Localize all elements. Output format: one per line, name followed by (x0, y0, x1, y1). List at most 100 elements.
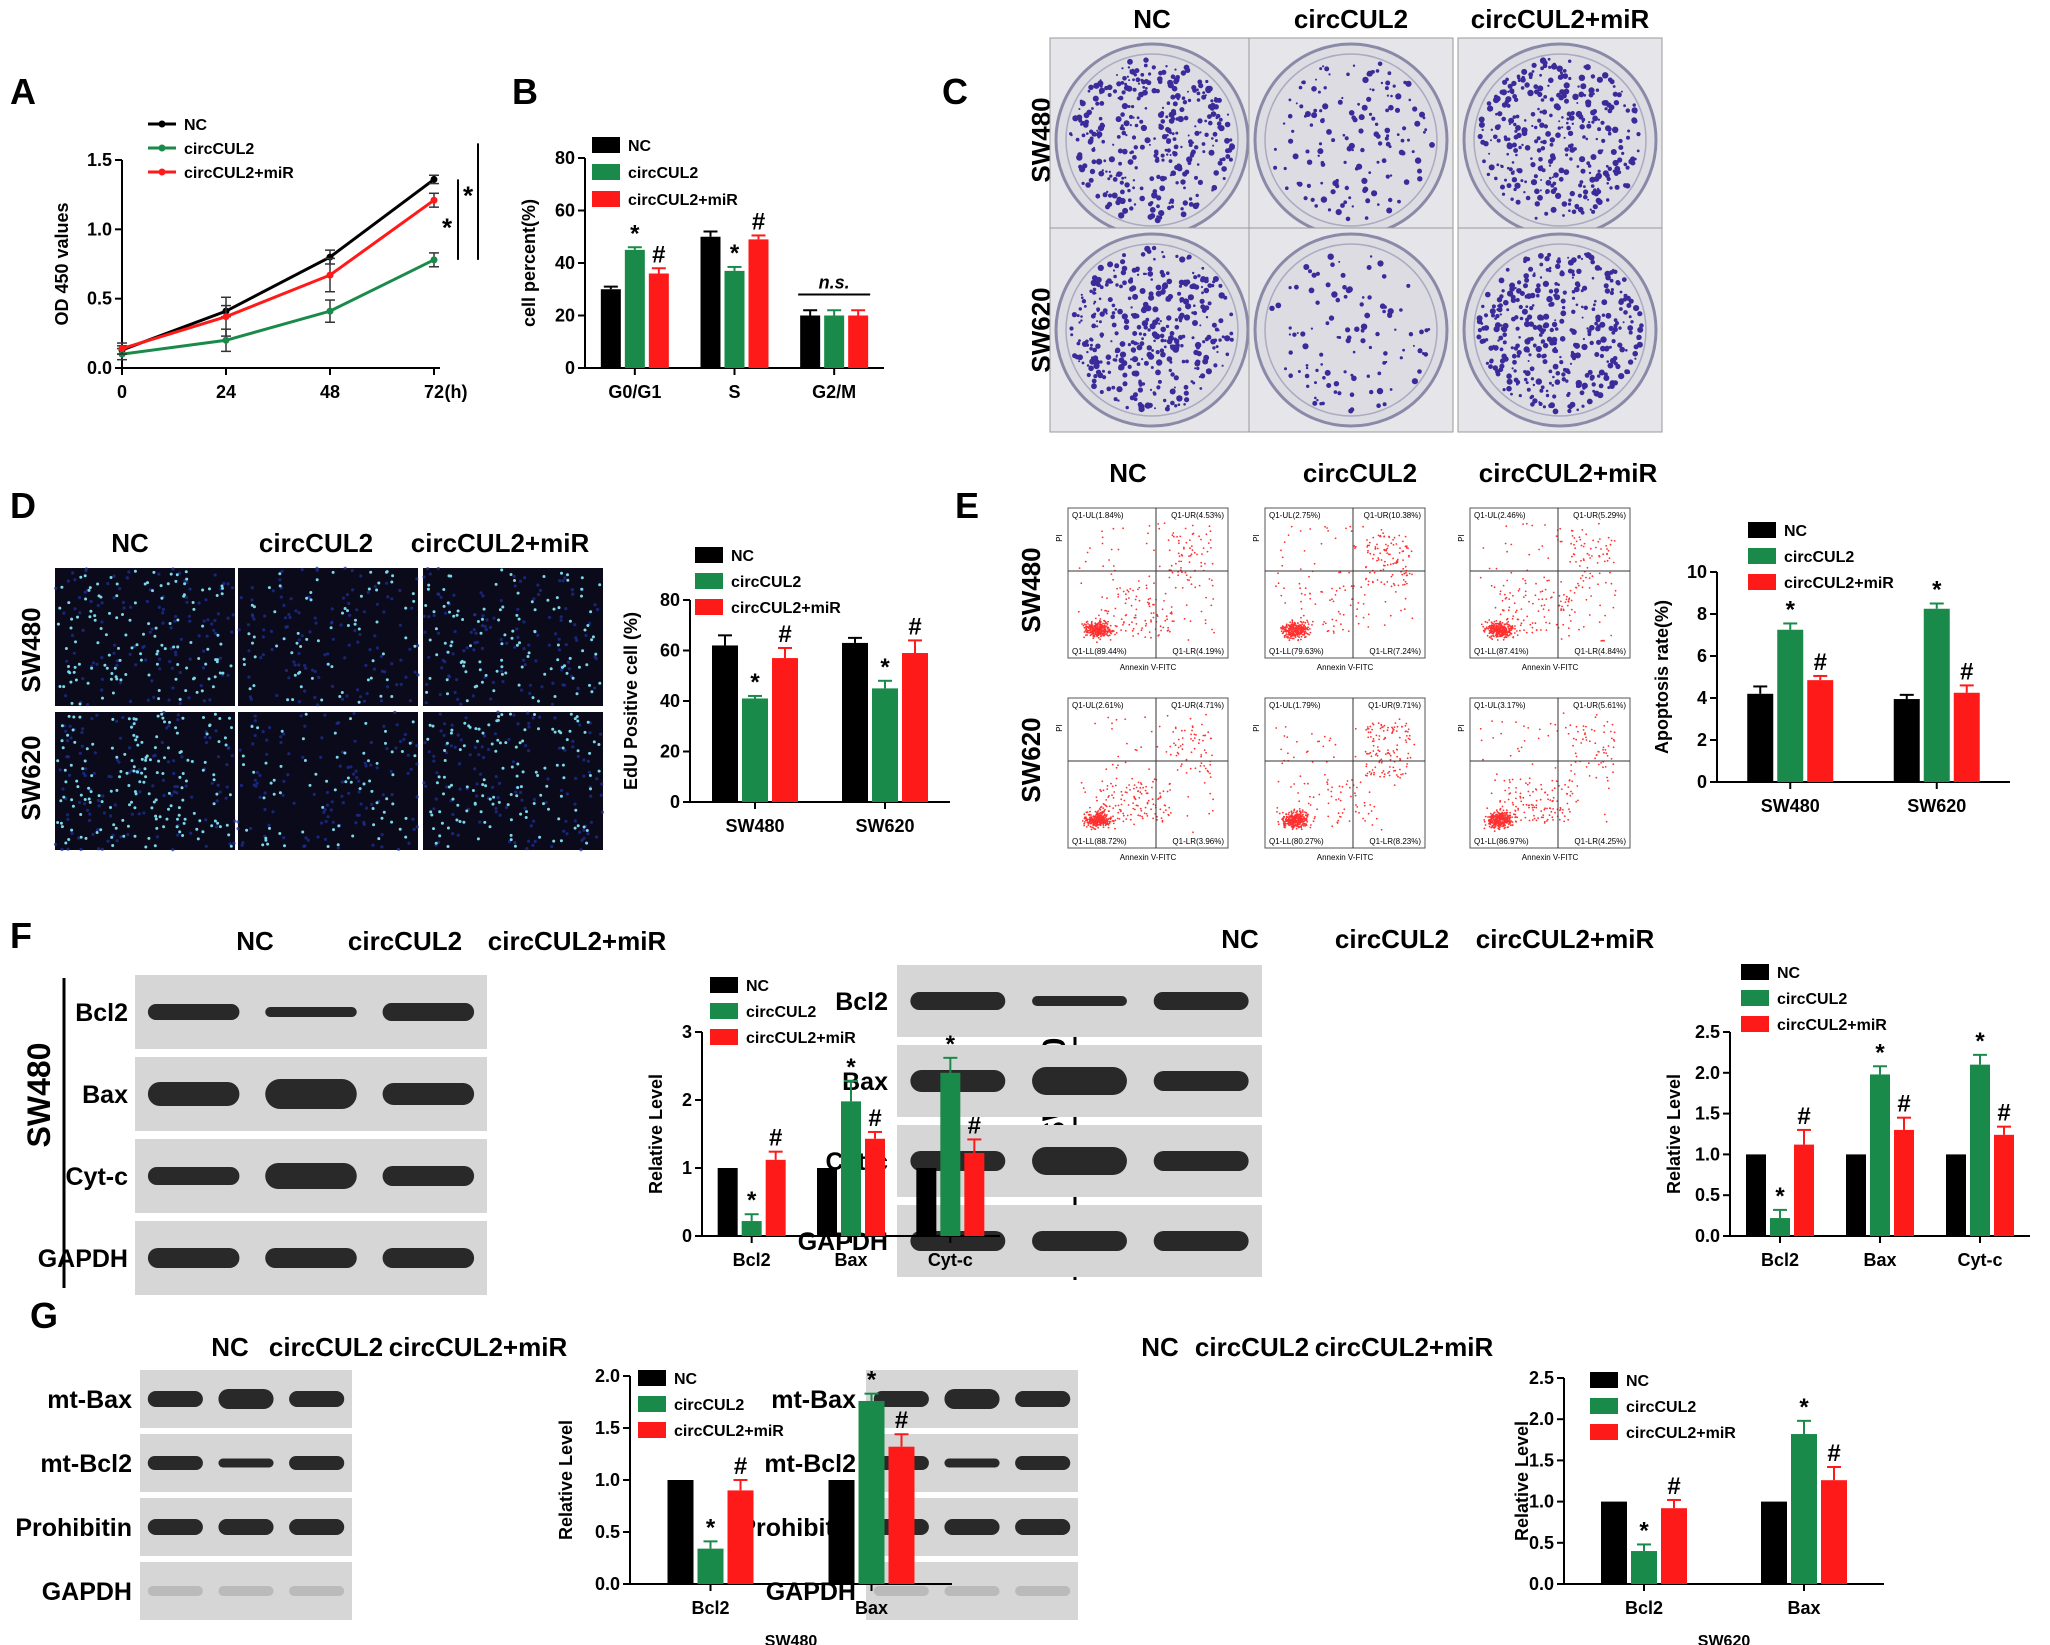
significance-mark: # (1667, 1473, 1680, 1500)
blot-band (265, 1079, 357, 1109)
colony-panel: NC circCUL2 circCUL2+miR SW480 SW620 (1026, 4, 1663, 433)
legend-label: circCUL2+miR (1784, 575, 1894, 592)
blot-row: Cyt-c (65, 1139, 487, 1213)
bar (1791, 1434, 1817, 1584)
bar (700, 236, 721, 368)
legend-swatch (1590, 1398, 1618, 1414)
flow-ylabel: PI (1457, 724, 1466, 732)
x-tick-label: 72 (424, 382, 444, 402)
flow-quadrant-ur: Q1-UR(4.53%) (1171, 511, 1224, 520)
y-tick-label: 6 (1697, 646, 1707, 666)
blot-row-label: Prohibitin (15, 1514, 132, 1542)
significance-mark: * (946, 1031, 956, 1058)
blot-row-label: Bcl2 (835, 988, 888, 1016)
blot-g-sw620-header-nc: NC (1141, 1332, 1179, 1362)
blot-band (382, 1083, 475, 1105)
blot-row-label: mt-Bax (47, 1386, 132, 1414)
data-point (222, 336, 230, 344)
blot-band (265, 1007, 357, 1017)
bar (824, 315, 845, 368)
legend-label: circCUL2+miR (1777, 1017, 1887, 1034)
colony-header-nc: NC (1133, 4, 1171, 34)
bar (848, 315, 869, 368)
flow-plot: Q1-UL(2.46%) Q1-UR(5.29%) Q1-LL(87.41%) Q1-… (1457, 507, 1631, 672)
flow-header-nc: NC (1109, 458, 1147, 488)
blot-band (382, 1166, 475, 1186)
x-axis-label: SW480 (765, 1633, 818, 1645)
blot-band (1015, 1519, 1071, 1535)
blot-band (1032, 1231, 1127, 1251)
bar (1601, 1501, 1627, 1584)
flow-quadrant-ul: Q1-UL(2.61%) (1072, 701, 1124, 710)
x-tick-label: 0 (117, 382, 127, 402)
flow-xlabel: Annexin V-FITC (1317, 663, 1374, 672)
blot-band (147, 1519, 203, 1535)
significance-mark: # (1797, 1103, 1810, 1130)
x-tick-label: Bcl2 (733, 1250, 771, 1270)
bar (712, 645, 738, 802)
y-tick-label: 80 (660, 590, 680, 610)
blot-band (910, 992, 1006, 1010)
bar (902, 653, 928, 802)
y-axis-label: cell percent(%) (519, 199, 539, 327)
blot-band (147, 1248, 240, 1268)
edu-header-circcul2: circCUL2 (259, 528, 373, 558)
significance-mark: # (1960, 658, 1973, 685)
blot-f-sw480-header-circcul2-mir: circCUL2+miR (488, 926, 667, 956)
y-tick-label: 0 (670, 792, 680, 812)
edu-panel: NC circCUL2 circCUL2+miR SW480 SW620 (16, 528, 605, 852)
blot-row: Prohibitin (15, 1498, 352, 1556)
significance-mark: * (880, 654, 890, 681)
blot-f-sw620-header-circcul2: circCUL2 (1335, 924, 1449, 954)
blot-band (218, 1389, 274, 1409)
legend-swatch (1741, 964, 1769, 980)
y-tick-label: 60 (555, 201, 575, 221)
flow-plot: Q1-UL(1.79%) Q1-UR(9.71%) Q1-LL(80.27%) Q1-… (1252, 697, 1426, 862)
flow-quadrant-lr: Q1-LR(8.23%) (1369, 837, 1421, 846)
blot-band (218, 1458, 274, 1468)
legend-swatch (1748, 574, 1776, 590)
data-point (430, 196, 438, 204)
blot-band (382, 1003, 475, 1021)
bar (828, 1480, 855, 1584)
series-line (121, 258, 435, 356)
blot-band (1153, 1071, 1249, 1091)
flow-quadrant-ul: Q1-UL(1.79%) (1269, 701, 1321, 710)
bar (1777, 629, 1804, 782)
legend-label: circCUL2 (184, 141, 254, 158)
blot-band (1032, 996, 1127, 1006)
blot-band (1153, 992, 1249, 1010)
legend-swatch (695, 573, 723, 589)
blot-f-sw480-cell-line: SW480 (21, 1043, 57, 1148)
legend-swatch (638, 1396, 666, 1412)
blot-band (265, 1163, 357, 1189)
y-tick-label: 4 (1697, 688, 1707, 708)
x-tick-label: Cyt-c (928, 1250, 973, 1270)
flow-quadrant-ll: Q1-LL(89.44%) (1072, 647, 1127, 656)
bar (872, 688, 898, 802)
bar (1970, 1064, 1990, 1236)
bar (742, 698, 768, 802)
x-tick-label: SW480 (725, 816, 784, 836)
blot-row: mt-Bax (771, 1370, 1078, 1428)
x-tick-label: SW480 (1761, 796, 1820, 816)
bar (800, 315, 821, 368)
blot-row: mt-Bcl2 (764, 1434, 1078, 1492)
panel-label-b: B (512, 71, 538, 112)
blot-band (218, 1586, 274, 1596)
flow-xlabel: Annexin V-FITC (1522, 853, 1579, 862)
x-tick-label: Cyt-c (1957, 1250, 2002, 1270)
legend-swatch (592, 164, 620, 180)
x-tick-label: Bax (1863, 1250, 1896, 1270)
data-point (326, 271, 334, 279)
legend-label: circCUL2 (1626, 1399, 1696, 1416)
legend-swatch (1590, 1424, 1618, 1440)
flow-quadrant-ll: Q1-LL(86.97%) (1474, 837, 1529, 846)
y-tick-label: 2.0 (1695, 1063, 1720, 1083)
flow-ylabel: PI (1055, 534, 1064, 542)
y-tick-label: 0 (1697, 772, 1707, 792)
significance-mark: # (895, 1407, 908, 1434)
bar (817, 1168, 837, 1236)
blot-band (265, 1248, 357, 1268)
flow-quadrant-ll: Q1-LL(80.27%) (1269, 837, 1324, 846)
